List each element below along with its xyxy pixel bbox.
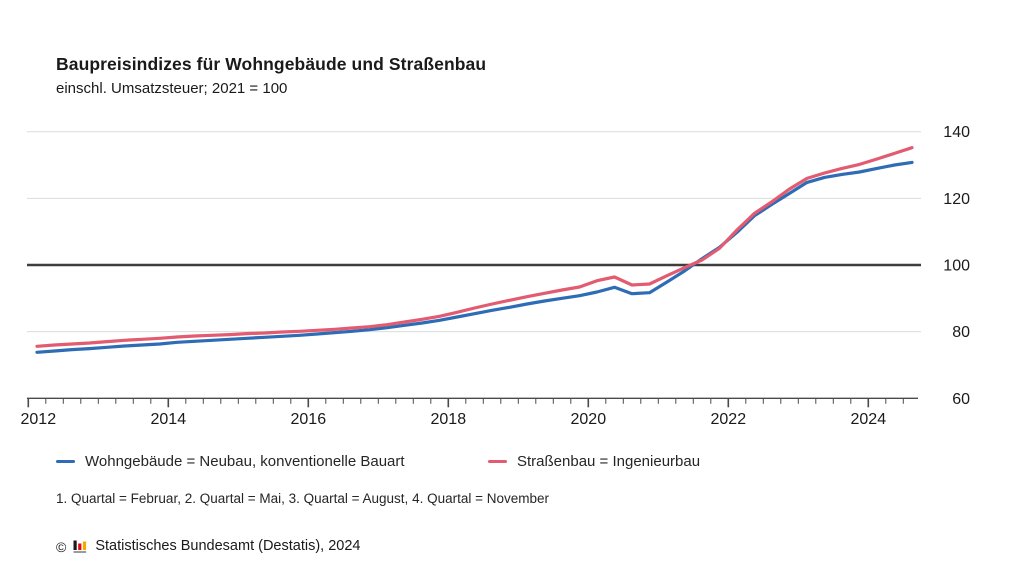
x-tick-label-2016: 2016 xyxy=(291,411,327,428)
destatis-bar-chart-icon xyxy=(73,540,87,553)
legend-item-wohngebaeude: Wohngebäude = Neubau, konventionelle Bau… xyxy=(56,453,405,470)
x-tick-label-2020: 2020 xyxy=(571,411,607,428)
page-subtitle: einschl. Umsatzsteuer; 2021 = 100 xyxy=(56,80,288,97)
legend-label-strassenbau: Straßenbau = Ingenieurbau xyxy=(517,453,701,470)
x-tick-label-2012: 2012 xyxy=(21,411,57,428)
x-axis-labels: 2012 2014 2016 2018 2020 2022 2024 xyxy=(21,411,887,428)
y-tick-label-60: 60 xyxy=(952,391,970,408)
series-line-strassenbau xyxy=(35,146,914,348)
y-tick-label-80: 80 xyxy=(952,324,970,341)
gridlines xyxy=(27,131,921,333)
source-text: Statistisches Bundesamt (Destatis), 2024 xyxy=(95,538,361,554)
x-tick-label-2014: 2014 xyxy=(151,411,187,428)
legend-line-red-icon xyxy=(488,459,507,464)
x-tick-label-2018: 2018 xyxy=(431,411,467,428)
x-tick-label-2022: 2022 xyxy=(711,411,747,428)
x-tick-label-2024: 2024 xyxy=(851,411,887,428)
y-tick-label-120: 120 xyxy=(943,191,970,208)
axis-ticks xyxy=(27,398,904,408)
source-line: © Statistisches Bundesamt (Destatis), 20… xyxy=(56,538,361,555)
legend-line-blue-icon xyxy=(56,459,75,464)
y-tick-label-140: 140 xyxy=(943,124,970,141)
legend-label-wohngebaeude: Wohngebäude = Neubau, konventionelle Bau… xyxy=(85,453,405,470)
copyright-symbol: © xyxy=(56,539,67,555)
y-tick-label-100: 100 xyxy=(943,258,970,275)
series-lines xyxy=(35,146,914,354)
series-line-wohngebaeude xyxy=(35,160,914,354)
legend-item-strassenbau: Straßenbau = Ingenieurbau xyxy=(488,453,700,470)
quarter-footnote: 1. Quartal = Februar, 2. Quartal = Mai, … xyxy=(56,491,550,506)
y-axis-labels: 140 120 100 80 60 xyxy=(943,124,970,408)
page-title: Baupreisindizes für Wohngebäude und Stra… xyxy=(56,54,487,74)
